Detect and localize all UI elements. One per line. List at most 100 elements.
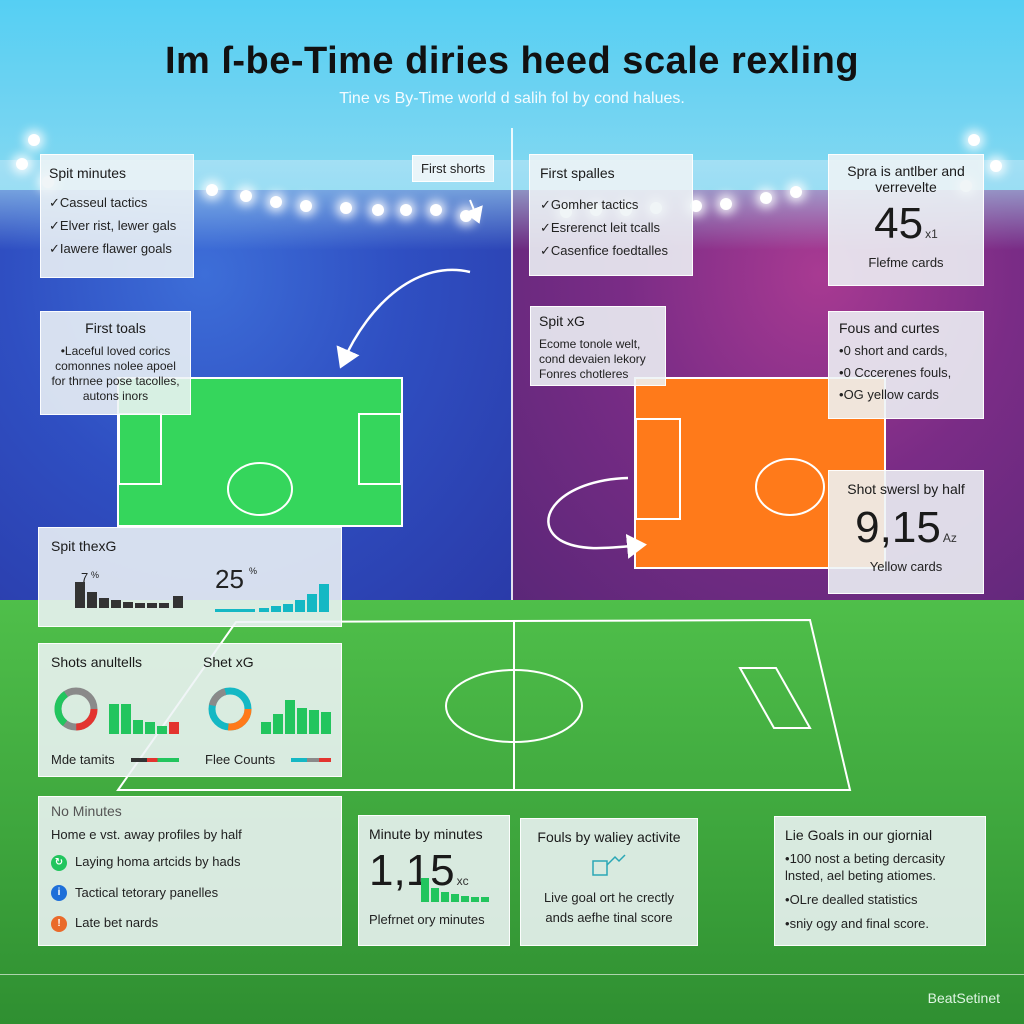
chart-bar (157, 726, 167, 734)
chart-bar (99, 598, 109, 608)
chart-bar (285, 700, 295, 734)
list-item: Esrerenct leit tcalls (540, 220, 682, 236)
list-item: ↻ Laying homa artcids by hads (51, 854, 329, 871)
panel-title-secondary: Shet xG (203, 654, 254, 670)
panel-line: Ecome tonole welt, (539, 337, 641, 351)
chart-bar (87, 592, 97, 608)
chart-bar (121, 704, 131, 734)
minute-by-minutes-card: Minute by minutes 1,15 xc Plefrnet ory mi… (358, 815, 510, 946)
list-item: ! Late bet nards (51, 915, 329, 932)
first-toals-panel: First toals Laceful loved corics comonne… (40, 311, 191, 415)
list-item: OG yellow cards (839, 387, 973, 402)
list-item: OLre dealled statistics (785, 891, 975, 908)
panel-title: First spalles (540, 165, 615, 181)
row-label: Tactical tetorary panelles (75, 884, 219, 900)
chart-bar (111, 600, 121, 608)
minute-bar-chart (421, 874, 501, 902)
chart-bar (271, 606, 281, 612)
chart-bar (109, 704, 119, 734)
spit-thexg-panel: Spit thexG 7 % 25 % (38, 527, 342, 627)
stat-value: 1,15 (369, 846, 455, 895)
spit-xg-panel: Spit xG Ecome tonole welt, cond devaien … (530, 306, 666, 386)
stat-caption: Yellow cards (869, 559, 943, 574)
chart-bar (431, 888, 439, 902)
page-title: Im ſ-be-Time diries heed scale rexling (164, 40, 860, 82)
no-minutes-panel: No Minutes Home e vst. away profiles by … (38, 796, 342, 946)
chart-bar (147, 603, 157, 608)
fouls-curtes-panel: Fous and curtes 0 short and cards, 0 Ccc… (828, 311, 984, 419)
panel-line: Fonres chotleres (539, 367, 629, 381)
chart-bar (75, 582, 85, 608)
legend-swatch (291, 758, 331, 762)
page-subtitle: Tine vs By-Time world d salih fol by con… (339, 90, 685, 107)
donut-chart-home (54, 687, 98, 731)
footer-divider (0, 974, 1024, 975)
alert-icon: ! (51, 915, 67, 932)
chart-bar (441, 892, 449, 902)
panel-footer-left: Mde tamits (51, 752, 115, 767)
stat-value: 9,15 (855, 503, 941, 552)
chart-bar (319, 584, 329, 612)
panel-title: Lie Goals in our giornial (785, 827, 933, 843)
list-item: Casenfice foedtalles (540, 243, 682, 259)
panel-line: Live goal ort he crectly (543, 890, 675, 905)
lie-goals-panel: Lie Goals in our giornial 100 nost a bet… (774, 816, 986, 946)
chart-bar (309, 710, 319, 734)
panel-line: ands aefhe tinal score (545, 910, 673, 925)
info-icon: i (51, 885, 67, 902)
chart-bar (135, 603, 145, 608)
panel-title: Spit xG (539, 313, 585, 329)
list-item: 0 short and cards, (839, 343, 973, 358)
row-label: Laying homa artcids by hads (75, 854, 241, 869)
panel-footer-right: Flee Counts (205, 752, 276, 767)
stat-unit: Az (942, 531, 957, 545)
chart-bar (471, 897, 479, 902)
chart-bar (307, 594, 317, 612)
chart-bar (297, 708, 307, 734)
chart-bar (481, 897, 489, 902)
spra-stat-card: Spra is antlber and verrevelte 45 x1 Flef… (828, 154, 984, 286)
stat-value: 45 (874, 199, 924, 248)
panel-title: First toals (85, 320, 146, 336)
home-value: 7 (81, 570, 89, 585)
away-bar-chart (261, 690, 341, 734)
chart-bar (169, 722, 179, 734)
chart-bar (261, 722, 271, 734)
chart-bar (451, 894, 459, 902)
list-item: Gomher tactics (540, 197, 682, 213)
panel-title: Spit minutes (49, 165, 127, 181)
shot-swersl-card: Shot swersl by half 9,15 Az Yellow cards (828, 470, 984, 594)
refresh-icon: ↻ (51, 854, 67, 871)
panel-title: Shot swersl by half (847, 481, 965, 497)
away-mini-chart: 25 % (215, 564, 335, 612)
halfway-divider (511, 128, 513, 600)
panel-title: Fouls by waliey activite (537, 829, 681, 845)
chart-bar (273, 714, 283, 734)
list-item: Casseul tactics (49, 195, 185, 211)
panel-title: No Minutes (51, 803, 122, 819)
panel-title: Minute by minutes (369, 826, 483, 842)
away-unit: % (249, 566, 258, 576)
chart-bar (461, 896, 469, 902)
row-label: Late bet nards (75, 915, 159, 931)
home-bar-chart (109, 690, 189, 734)
legend-swatch (131, 758, 179, 762)
chart-bar (133, 720, 143, 734)
chart-bar (159, 603, 169, 608)
list-item: i Tactical tetorary panelles (51, 885, 329, 902)
chart-bar (259, 608, 269, 612)
list-item: 100 nost a beting dercasity lnsted, ael … (785, 850, 975, 884)
list-item: Iawere flawer goals (49, 241, 185, 257)
activity-icon (592, 854, 626, 876)
first-spalles-panel: First spalles Gomher tactics Esrerenct l… (529, 154, 693, 276)
chart-bar (215, 609, 255, 612)
home-unit: % (91, 570, 100, 580)
spit-minutes-panel: Spit minutes Casseul tactics Elver rist,… (40, 154, 194, 278)
first-shorts-tag: First shorts (412, 155, 495, 182)
chart-bar (173, 596, 183, 608)
panel-title: Spit thexG (51, 538, 117, 554)
stat-unit: xc (456, 874, 469, 888)
chart-bar (421, 878, 429, 902)
shots-anultells-panel: Shots anultells Shet xG Mde tamits Flee … (38, 643, 342, 777)
